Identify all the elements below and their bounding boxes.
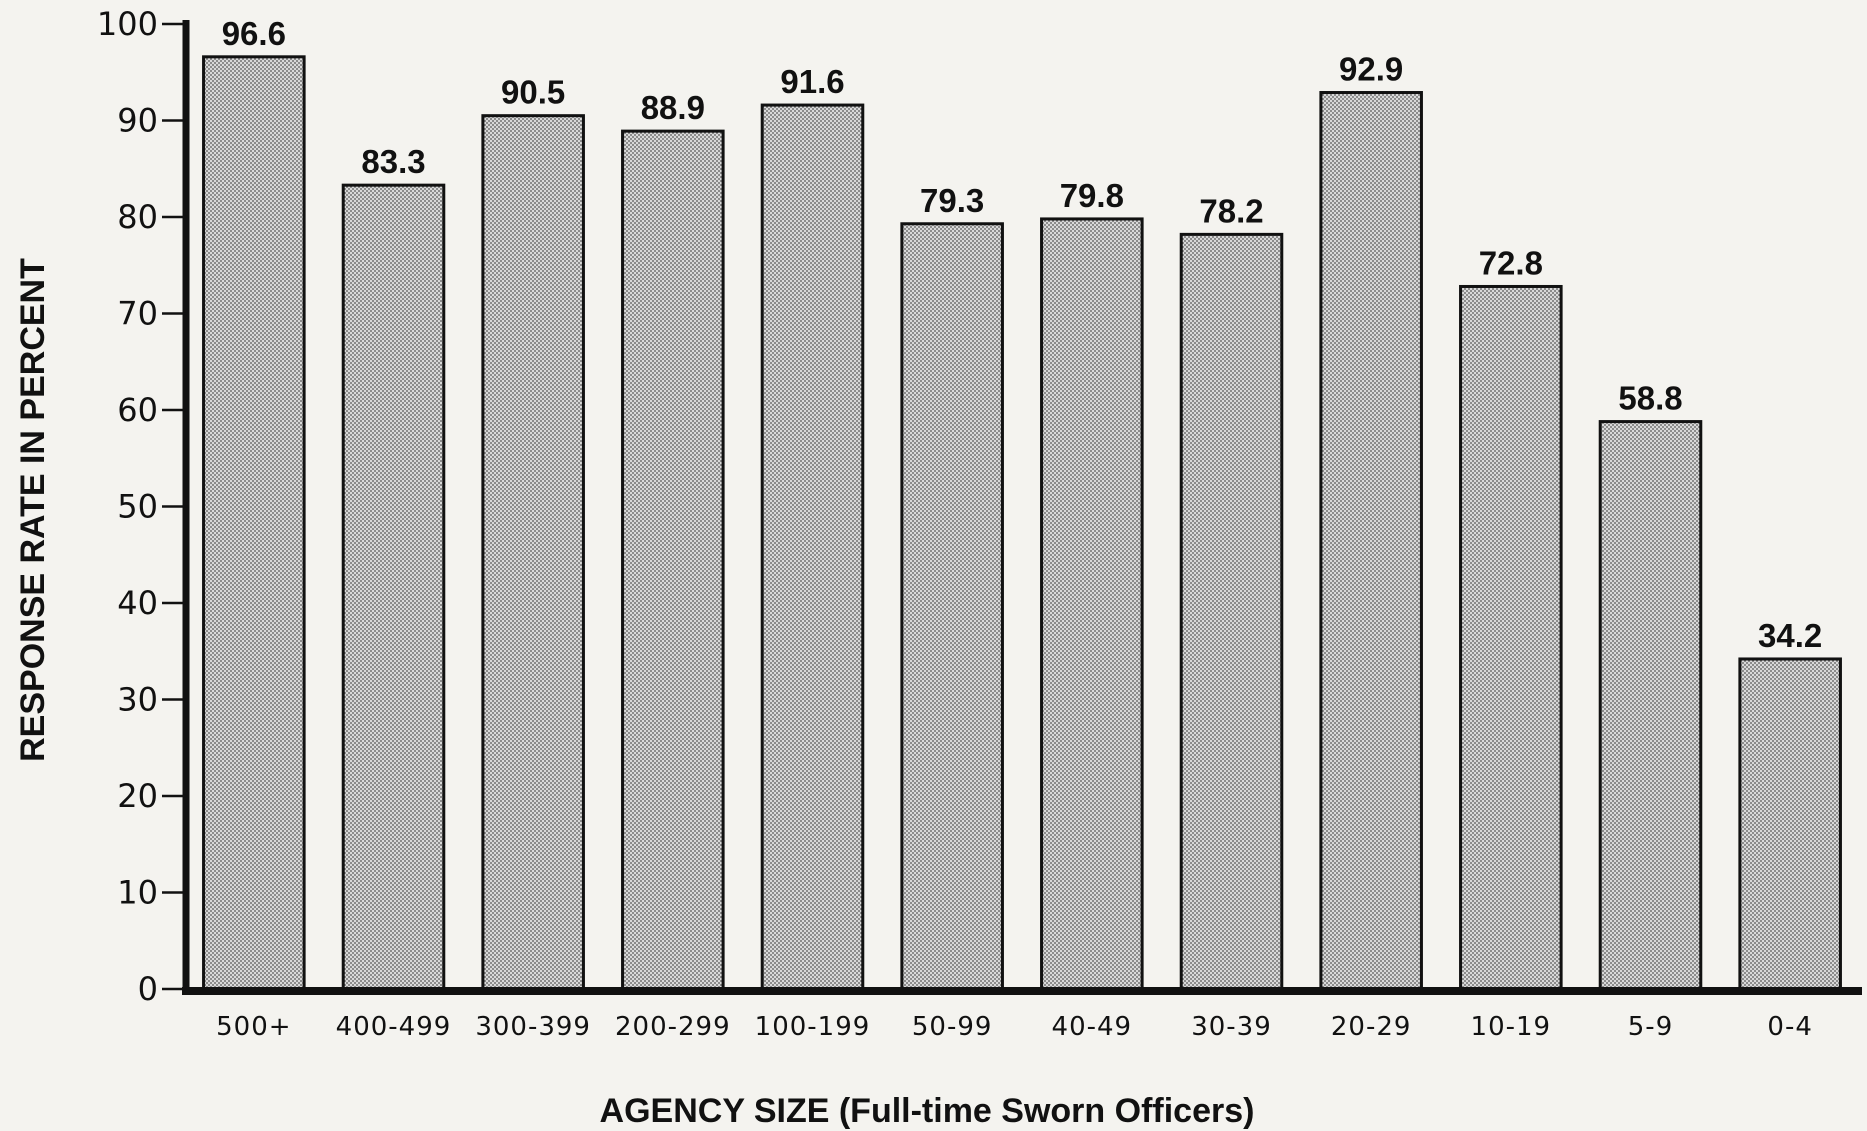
bar-5-9 (1598, 420, 1703, 991)
x-tick-label: 30-39 (1191, 1012, 1272, 1042)
x-tick-label: 10-19 (1471, 1012, 1552, 1042)
data-label: 79.8 (1060, 177, 1124, 214)
bar-300-399 (481, 114, 585, 991)
y-tick-label: 100 (97, 5, 158, 43)
y-tick-label: 0 (138, 970, 158, 1008)
x-tick-label: 300-399 (475, 1012, 591, 1042)
x-tick-label: 20-29 (1331, 1012, 1412, 1042)
y-tick-label: 60 (117, 391, 158, 429)
y-tick-label: 20 (117, 777, 158, 815)
data-label: 90.5 (501, 74, 565, 111)
y-axis: 0 10 20 30 40 50 60 70 80 90 100 (97, 5, 190, 1008)
x-tick-label: 500+ (216, 1012, 291, 1042)
bar-0-4 (1738, 657, 1842, 991)
bar-20-29 (1319, 91, 1423, 991)
y-tick-label: 10 (117, 874, 158, 912)
y-tick-label: 80 (117, 198, 158, 236)
y-tick-label: 50 (117, 488, 158, 526)
x-tick-label: 50-99 (912, 1012, 993, 1042)
bar-500+ (202, 55, 306, 991)
bars: 96.6 83.3 90.5 88.9 91.6 79.3 79.8 78.2 92.9 72.8… (202, 15, 1842, 991)
data-label: 91.6 (780, 63, 844, 100)
x-axis: 500+ 400-499 300-399 200-299 100-199 50-99 40-… (182, 987, 1862, 1042)
bar-30-39 (1179, 232, 1284, 991)
x-tick-label: 400-499 (336, 1012, 452, 1042)
bar-50-99 (900, 222, 1004, 991)
y-tick-label: 70 (117, 295, 158, 333)
x-tick-label: 0-4 (1767, 1012, 1812, 1042)
data-label: 83.3 (361, 143, 425, 180)
x-tick-label: 100-199 (755, 1012, 871, 1042)
data-label: 88.9 (641, 89, 705, 126)
data-label: 72.8 (1479, 244, 1543, 281)
bar-10-19 (1459, 284, 1563, 991)
x-tick-label: 40-49 (1052, 1012, 1133, 1042)
data-label: 34.2 (1758, 617, 1822, 654)
y-tick-label: 40 (117, 584, 158, 622)
x-tick-label: 5-9 (1628, 1012, 1673, 1042)
bar-200-299 (621, 129, 725, 991)
y-axis-title: RESPONSE RATE IN PERCENT (14, 258, 52, 762)
bar-40-49 (1040, 217, 1144, 991)
bar-400-499 (341, 183, 446, 991)
data-label: 79.3 (920, 182, 984, 219)
data-label: 78.2 (1199, 192, 1263, 229)
data-label: 92.9 (1339, 51, 1403, 88)
data-label: 58.8 (1618, 380, 1682, 417)
y-tick-label: 90 (117, 102, 158, 140)
x-tick-label: 200-299 (615, 1012, 731, 1042)
data-label: 96.6 (222, 15, 286, 52)
bar-100-199 (760, 103, 865, 991)
y-tick-label: 30 (117, 681, 158, 719)
x-axis-title: AGENCY SIZE (Full-time Sworn Officers) (600, 1092, 1255, 1130)
